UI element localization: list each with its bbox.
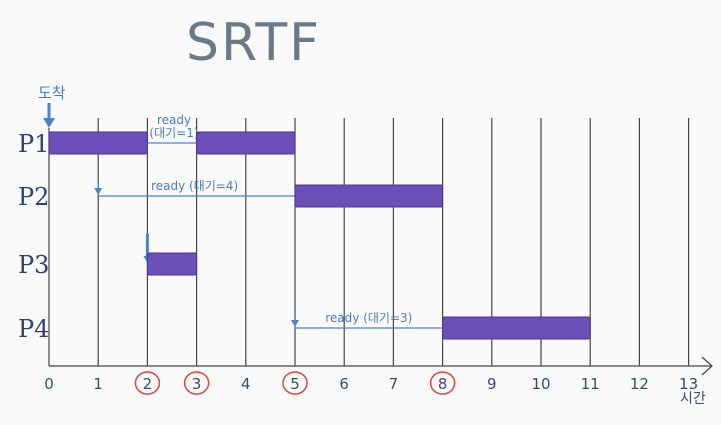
tick-label: 4 bbox=[241, 375, 251, 393]
arrival-label: 도착 bbox=[38, 84, 66, 102]
run-bar bbox=[442, 316, 591, 340]
process-rows: P1 ready(대기=1) P2 ready (대기=4) P3 P4 ready (대기… bbox=[18, 113, 591, 343]
tick-label: 1 bbox=[93, 375, 103, 393]
process-row-p1: P1 ready(대기=1) bbox=[18, 113, 296, 158]
highlight-circle bbox=[134, 371, 161, 395]
tick-label: 8 bbox=[438, 375, 448, 393]
time-unit-label: 시간 bbox=[680, 391, 706, 407]
arrival-arrow-icon bbox=[43, 103, 55, 128]
process-row-p2: P2 ready (대기=4) bbox=[18, 179, 444, 211]
wait-note: ready (대기=4) bbox=[151, 179, 238, 193]
process-label: P2 bbox=[18, 183, 49, 211]
arrival-arrow-head bbox=[43, 118, 55, 128]
tick-label: 11 bbox=[581, 375, 600, 393]
arrival-arrow-icon bbox=[94, 188, 103, 195]
tick-label: 9 bbox=[487, 375, 497, 393]
time-grid bbox=[48, 118, 690, 366]
tick-label: 5 bbox=[290, 375, 300, 393]
tick-label: 10 bbox=[531, 375, 550, 393]
tick-label: 6 bbox=[339, 375, 349, 393]
diagram-title: SRTF bbox=[186, 13, 321, 73]
tick-label: 0 bbox=[44, 375, 54, 393]
process-row-p4: P4 ready (대기=3) bbox=[18, 311, 591, 343]
wait-note-top: ready bbox=[157, 113, 191, 127]
highlight-circle bbox=[183, 371, 210, 395]
arrival-arrow-icon bbox=[291, 320, 299, 327]
run-bar bbox=[146, 252, 198, 276]
tick-label: 2 bbox=[143, 375, 153, 393]
tick-label: 12 bbox=[630, 375, 649, 393]
axis-arrow-icon bbox=[701, 356, 713, 376]
process-label: P4 bbox=[18, 315, 49, 343]
tick-label: 13 bbox=[679, 375, 698, 393]
tick-label: 7 bbox=[389, 375, 399, 393]
highlight-circle bbox=[429, 371, 456, 395]
process-label: P1 bbox=[18, 130, 49, 158]
wait-note-bottom: (대기=1) bbox=[149, 126, 198, 140]
run-bar bbox=[196, 131, 296, 155]
process-label: P3 bbox=[18, 251, 49, 279]
tick-label: 3 bbox=[192, 375, 202, 393]
wait-note: ready (대기=3) bbox=[325, 311, 412, 325]
highlight-circle bbox=[282, 371, 308, 395]
time-axis: 0 1 2 3 4 5 6 7 8 9 10 11 12 13 bbox=[44, 356, 713, 395]
run-bar bbox=[48, 131, 148, 155]
run-bar bbox=[294, 184, 444, 208]
process-row-p3: P3 bbox=[18, 234, 198, 279]
